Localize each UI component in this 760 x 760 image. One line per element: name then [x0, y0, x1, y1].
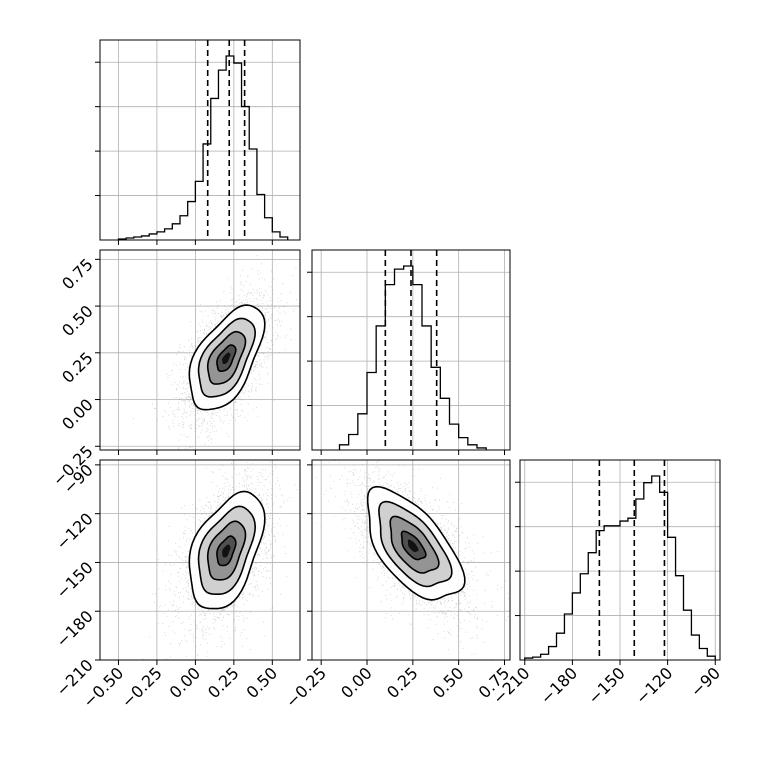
hist-2 [515, 459, 721, 665]
hist-1 [307, 249, 511, 455]
density-contour [216, 344, 237, 372]
density-peak [222, 544, 231, 558]
density-contour [378, 500, 453, 588]
hist-0 [95, 39, 301, 245]
histogram-step [338, 265, 487, 450]
scatter-2-1 [307, 459, 511, 665]
density-contour [400, 530, 427, 561]
density-contour [188, 304, 266, 411]
axes-frame [99, 249, 301, 451]
histogram-step [524, 475, 716, 660]
axes-frame [311, 249, 511, 451]
axes-frame [99, 459, 301, 661]
scatter-2-0 [95, 459, 301, 665]
corner-panels [95, 39, 721, 665]
density-peak [222, 352, 231, 365]
axes-frame [311, 459, 511, 661]
scatter-1-0 [95, 249, 301, 455]
density-contour [206, 520, 247, 581]
density-contour [389, 515, 440, 574]
axes-frame [99, 39, 301, 241]
scatter-points [315, 460, 510, 660]
density-contour [366, 485, 466, 601]
density-contour [206, 330, 247, 385]
density-contour [188, 490, 266, 610]
density-peak [407, 539, 419, 553]
histogram-step [117, 55, 289, 240]
density-contour [197, 505, 257, 595]
density-contour [197, 317, 257, 398]
density-contour [216, 535, 237, 567]
